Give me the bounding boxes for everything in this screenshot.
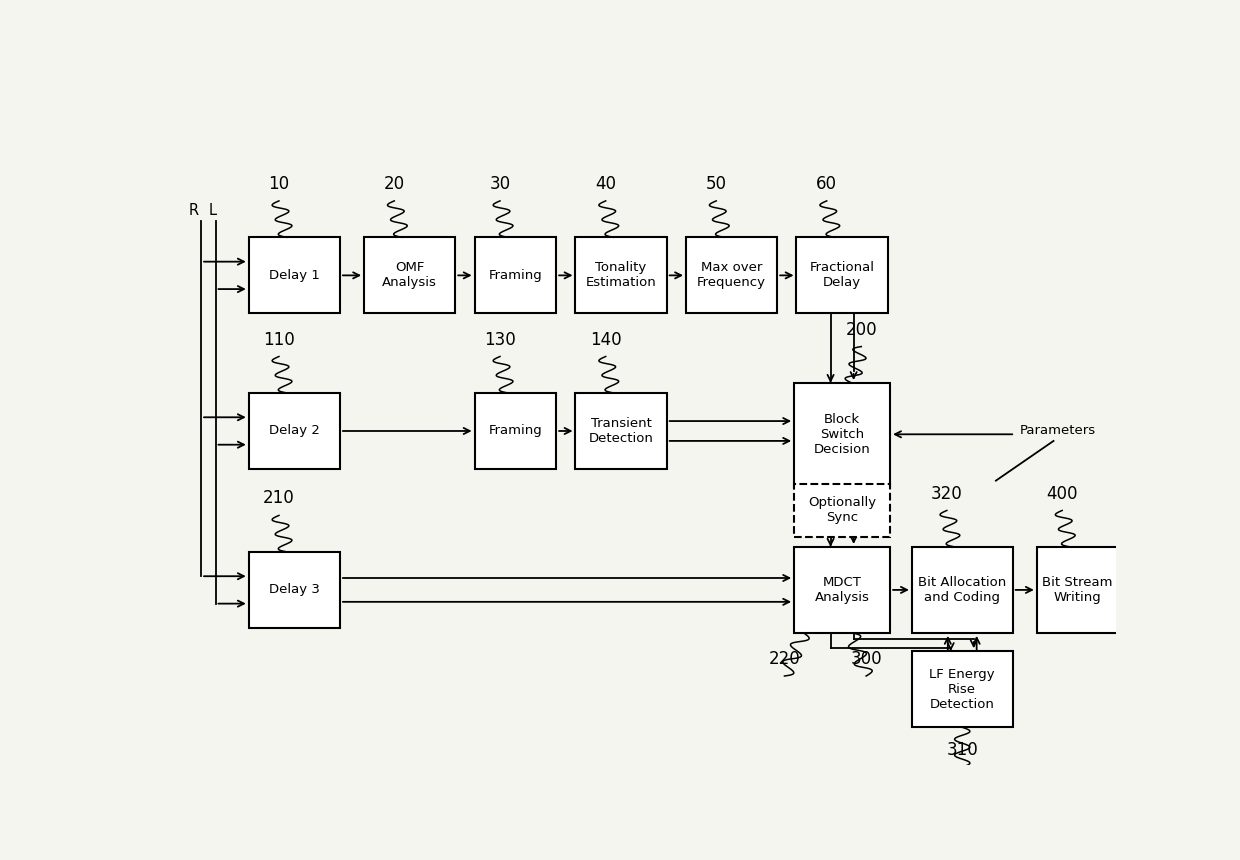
- Bar: [794, 484, 890, 537]
- Bar: [575, 237, 667, 313]
- Bar: [911, 651, 1013, 728]
- Text: 400: 400: [1047, 484, 1078, 502]
- Text: 320: 320: [931, 484, 962, 502]
- Bar: [796, 237, 888, 313]
- Text: 50: 50: [706, 175, 727, 193]
- Text: 200: 200: [846, 321, 877, 339]
- Text: Framing: Framing: [489, 425, 542, 438]
- Text: Framing: Framing: [489, 269, 542, 282]
- Bar: [249, 552, 340, 628]
- Bar: [1037, 547, 1118, 633]
- Bar: [249, 237, 340, 313]
- Bar: [794, 547, 890, 633]
- Bar: [575, 393, 667, 469]
- Text: L: L: [208, 203, 217, 218]
- Text: 310: 310: [946, 741, 978, 759]
- Text: Tonality
Estimation: Tonality Estimation: [585, 261, 656, 289]
- Bar: [686, 237, 777, 313]
- Text: Delay 3: Delay 3: [269, 583, 320, 597]
- Text: 140: 140: [590, 330, 621, 348]
- Text: 210: 210: [263, 489, 295, 507]
- Text: 60: 60: [816, 175, 837, 193]
- Text: 300: 300: [851, 650, 882, 668]
- Bar: [911, 547, 1013, 633]
- Text: Max over
Frequency: Max over Frequency: [697, 261, 766, 289]
- Text: Delay 1: Delay 1: [269, 269, 320, 282]
- Text: Parameters: Parameters: [1019, 425, 1096, 438]
- Text: Optionally
Sync: Optionally Sync: [808, 496, 877, 525]
- Text: Bit Stream
Writing: Bit Stream Writing: [1043, 576, 1112, 604]
- Bar: [365, 237, 455, 313]
- Text: LF Energy
Rise
Detection: LF Energy Rise Detection: [930, 667, 994, 710]
- Text: Bit Allocation
and Coding: Bit Allocation and Coding: [918, 576, 1007, 604]
- Text: 10: 10: [268, 175, 289, 193]
- Text: 30: 30: [490, 175, 511, 193]
- Text: OMF
Analysis: OMF Analysis: [382, 261, 438, 289]
- Bar: [249, 393, 340, 469]
- Text: R: R: [188, 203, 198, 218]
- Text: Fractional
Delay: Fractional Delay: [810, 261, 874, 289]
- Text: Transient
Detection: Transient Detection: [589, 417, 653, 445]
- Text: Delay 2: Delay 2: [269, 425, 320, 438]
- Text: 20: 20: [383, 175, 404, 193]
- Text: 130: 130: [484, 330, 516, 348]
- Text: 110: 110: [263, 330, 295, 348]
- Text: MDCT
Analysis: MDCT Analysis: [815, 576, 869, 604]
- Bar: [475, 393, 557, 469]
- Text: 220: 220: [769, 650, 800, 668]
- Text: Block
Switch
Decision: Block Switch Decision: [813, 413, 870, 456]
- Text: 40: 40: [595, 175, 616, 193]
- Bar: [794, 383, 890, 486]
- Bar: [475, 237, 557, 313]
